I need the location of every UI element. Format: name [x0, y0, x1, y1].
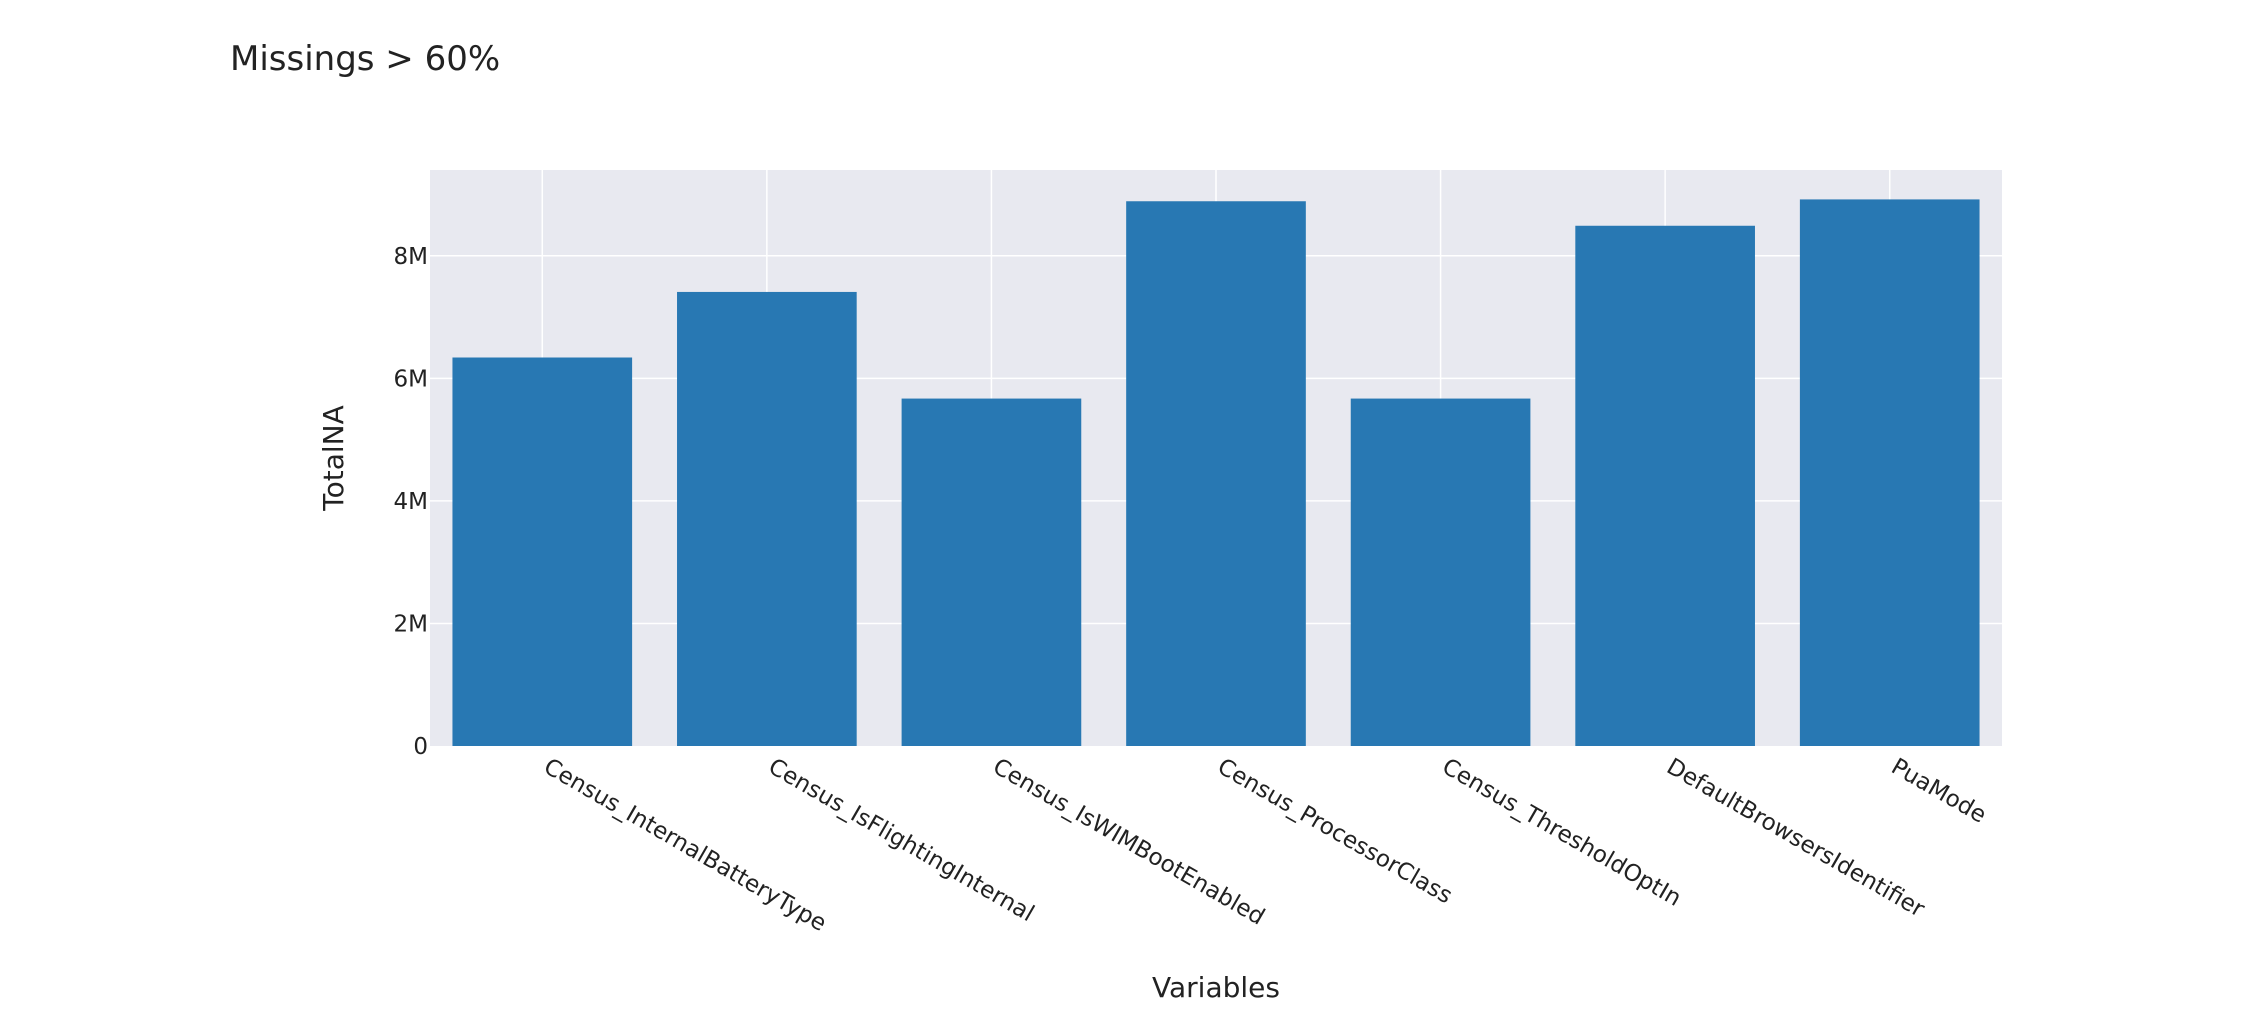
bars [452, 199, 1980, 746]
y-tick-label: 6M [394, 366, 428, 392]
bar-DefaultBrowsersIdentifier [1575, 225, 1755, 746]
x-tick-label: PuaMode [1887, 754, 1991, 829]
y-tick-labels: 0 2M 4M 6M 8M [394, 244, 428, 760]
bar-Census_IsFlightingInternal [677, 291, 857, 746]
y-tick-label: 4M [394, 489, 428, 515]
x-tick-label: DefaultBrowsersIdentifier [1662, 754, 1929, 923]
chart-title: Missings > 60% [230, 39, 500, 79]
x-tick-labels: Census_InternalBatteryTypeCensus_IsFligh… [539, 754, 1990, 937]
x-tick-label: Census_ThresholdOptIn [1438, 754, 1686, 912]
bar-Census_InternalBatteryType [452, 357, 633, 746]
bar-Census_IsWIMBootEnabled [901, 398, 1082, 746]
y-tick-label: 2M [394, 611, 428, 637]
y-tick-label: 8M [394, 244, 428, 270]
x-axis-title: Variables [1152, 971, 1280, 1004]
bar-PuaMode [1799, 199, 1980, 746]
x-tick-label: Census_ProcessorClass [1213, 754, 1456, 910]
y-tick-label: 0 [413, 734, 428, 760]
bar-Census_ProcessorClass [1126, 201, 1306, 746]
bar-Census_ThresholdOptIn [1350, 398, 1531, 746]
y-axis-title: TotalNA [317, 405, 350, 512]
